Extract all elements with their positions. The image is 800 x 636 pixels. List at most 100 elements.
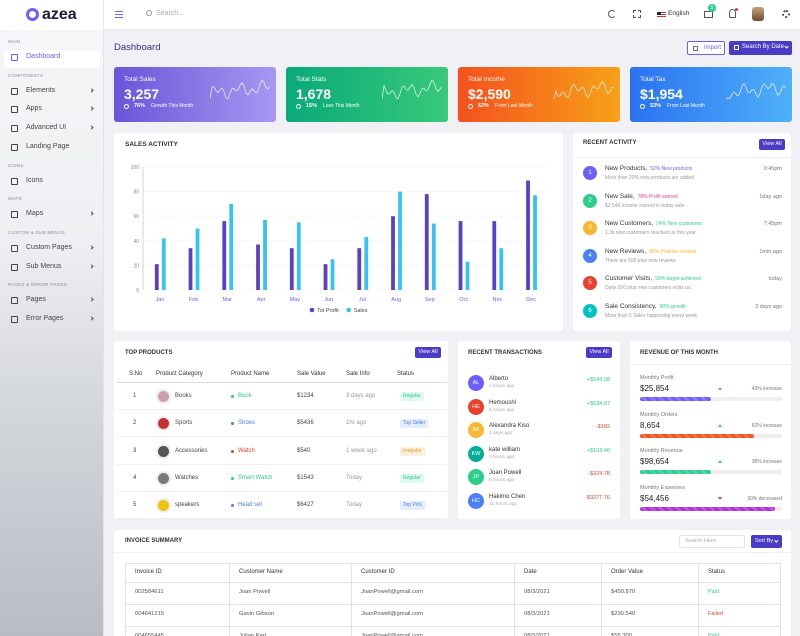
revenue-value: $54,456 xyxy=(640,493,669,503)
bar xyxy=(458,221,463,290)
stat-percent: 62% xyxy=(478,103,490,109)
settings-icon[interactable] xyxy=(782,10,790,18)
view-all-button[interactable]: View All xyxy=(586,347,612,358)
menu-item: Elements xyxy=(26,86,56,94)
activity-desc: More than 20% new products are added xyxy=(605,175,694,181)
fullscreen-icon[interactable] xyxy=(633,10,641,18)
row-line xyxy=(117,518,447,520)
x-tick-label: Nov xyxy=(492,297,502,303)
bell-icon[interactable] xyxy=(729,9,736,18)
col-line xyxy=(514,563,515,636)
y-tick-label: 100 xyxy=(131,165,140,171)
status: Failed xyxy=(708,611,723,617)
trend-arrow xyxy=(718,460,722,463)
avatar[interactable] xyxy=(752,7,764,21)
activity-number: 2 xyxy=(583,193,597,208)
activity-time: 3 days ago xyxy=(755,303,782,310)
transaction-name: Hemoushi xyxy=(489,399,517,406)
transaction-name: Hakimo Chen xyxy=(489,493,526,500)
col-line xyxy=(601,563,602,636)
import-button[interactable]: Import xyxy=(687,41,725,55)
activity-title: New Reviews, xyxy=(605,247,647,255)
panel-title: REVENUE OF THIS MONTH xyxy=(640,350,719,356)
bar xyxy=(188,248,193,290)
progress-track xyxy=(640,397,782,401)
row-line xyxy=(125,626,781,627)
cell: 2 xyxy=(133,420,137,427)
stat-title: Total Income xyxy=(468,76,505,83)
mail-icon[interactable] xyxy=(704,11,713,18)
panel-title: RECENT TRANSACTIONS xyxy=(468,350,543,356)
row-line xyxy=(117,436,447,438)
col-line xyxy=(229,563,230,636)
transaction-time: 21 hours ago xyxy=(489,501,518,507)
table-header: Sale Value xyxy=(297,371,326,377)
menu-icon xyxy=(11,297,18,305)
table-header: Customer Name xyxy=(239,569,283,575)
bar xyxy=(256,244,260,290)
product-image xyxy=(156,498,171,514)
x-tick-label: Jul xyxy=(359,297,366,303)
row-line xyxy=(125,604,781,605)
activity-time: 1min ago xyxy=(759,248,782,255)
stat-card: Total Sales 3,257 76% Growth This Month xyxy=(114,67,276,122)
product-dot xyxy=(231,422,234,426)
stat-value: 3,257 xyxy=(124,86,160,102)
bar xyxy=(492,221,497,290)
search-box[interactable]: Search Here xyxy=(679,535,745,548)
view-all-button[interactable]: View All xyxy=(759,139,785,150)
sparkline xyxy=(554,80,614,100)
view-all-button[interactable]: View All xyxy=(415,347,441,358)
menu-item: Custom Pages xyxy=(26,243,72,251)
divider xyxy=(114,552,791,553)
revenue-value: $98,654 xyxy=(640,457,669,466)
date-button[interactable]: Search By Date xyxy=(729,41,792,55)
x-tick-label: Dec xyxy=(526,297,536,303)
activity-time: 9:45pm xyxy=(763,166,782,172)
calendar-icon xyxy=(734,45,739,50)
stat-trend-icon xyxy=(296,104,301,109)
trend-arrow xyxy=(718,387,722,390)
row-line xyxy=(117,463,447,465)
y-tick-label: 60 xyxy=(133,214,139,220)
table-header: S.No xyxy=(129,371,143,377)
sort-button[interactable]: Sort By xyxy=(751,535,782,548)
cell: 08/3/2021 xyxy=(524,589,550,595)
logo-icon xyxy=(26,8,39,21)
button-label: Sort By xyxy=(755,538,774,544)
language: English xyxy=(668,10,690,17)
transaction-time: 1 days ago xyxy=(489,431,513,436)
bar xyxy=(323,264,328,290)
bar xyxy=(296,222,301,290)
sparkline-path xyxy=(554,80,614,100)
flag-icon[interactable] xyxy=(657,12,666,18)
stat-value: 1,678 xyxy=(296,86,332,102)
menu-icon xyxy=(11,87,18,95)
table-header: Status xyxy=(708,569,726,575)
activity-desc: There are 500 plus new reviews xyxy=(605,257,676,264)
sparkline xyxy=(210,79,270,100)
stat-percent: 15% xyxy=(306,103,318,109)
transaction-time: 2 hours ago xyxy=(489,384,515,389)
sidebar-section-title: MAPS xyxy=(8,196,22,202)
legend-marker xyxy=(346,307,352,313)
status-badge: Regular xyxy=(400,473,424,483)
transaction-amount: +$153.40 xyxy=(586,447,610,454)
col-line xyxy=(698,563,699,636)
activity-time: 1day ago xyxy=(759,193,782,200)
bar xyxy=(499,248,504,290)
activity-desc: Daily 200 plus new customers visits us. xyxy=(605,285,692,291)
activity-desc: $2,546 income earned in today sale xyxy=(605,202,685,209)
status-badge: Top Pick xyxy=(400,501,425,511)
cell: 1 xyxy=(133,393,137,399)
bar xyxy=(154,264,159,290)
menu-icon xyxy=(11,316,18,323)
panel-title: INVOICE SUMMARY xyxy=(125,538,183,544)
cell: Sports xyxy=(175,420,193,427)
transaction-amount: -$324.78 xyxy=(588,471,610,477)
activity-time: 7:45pm xyxy=(763,221,782,227)
cell: $540 xyxy=(297,447,311,454)
activity-title: New Customers, xyxy=(605,220,654,227)
stat-percent: 53% xyxy=(650,103,662,109)
product-image xyxy=(156,443,171,459)
